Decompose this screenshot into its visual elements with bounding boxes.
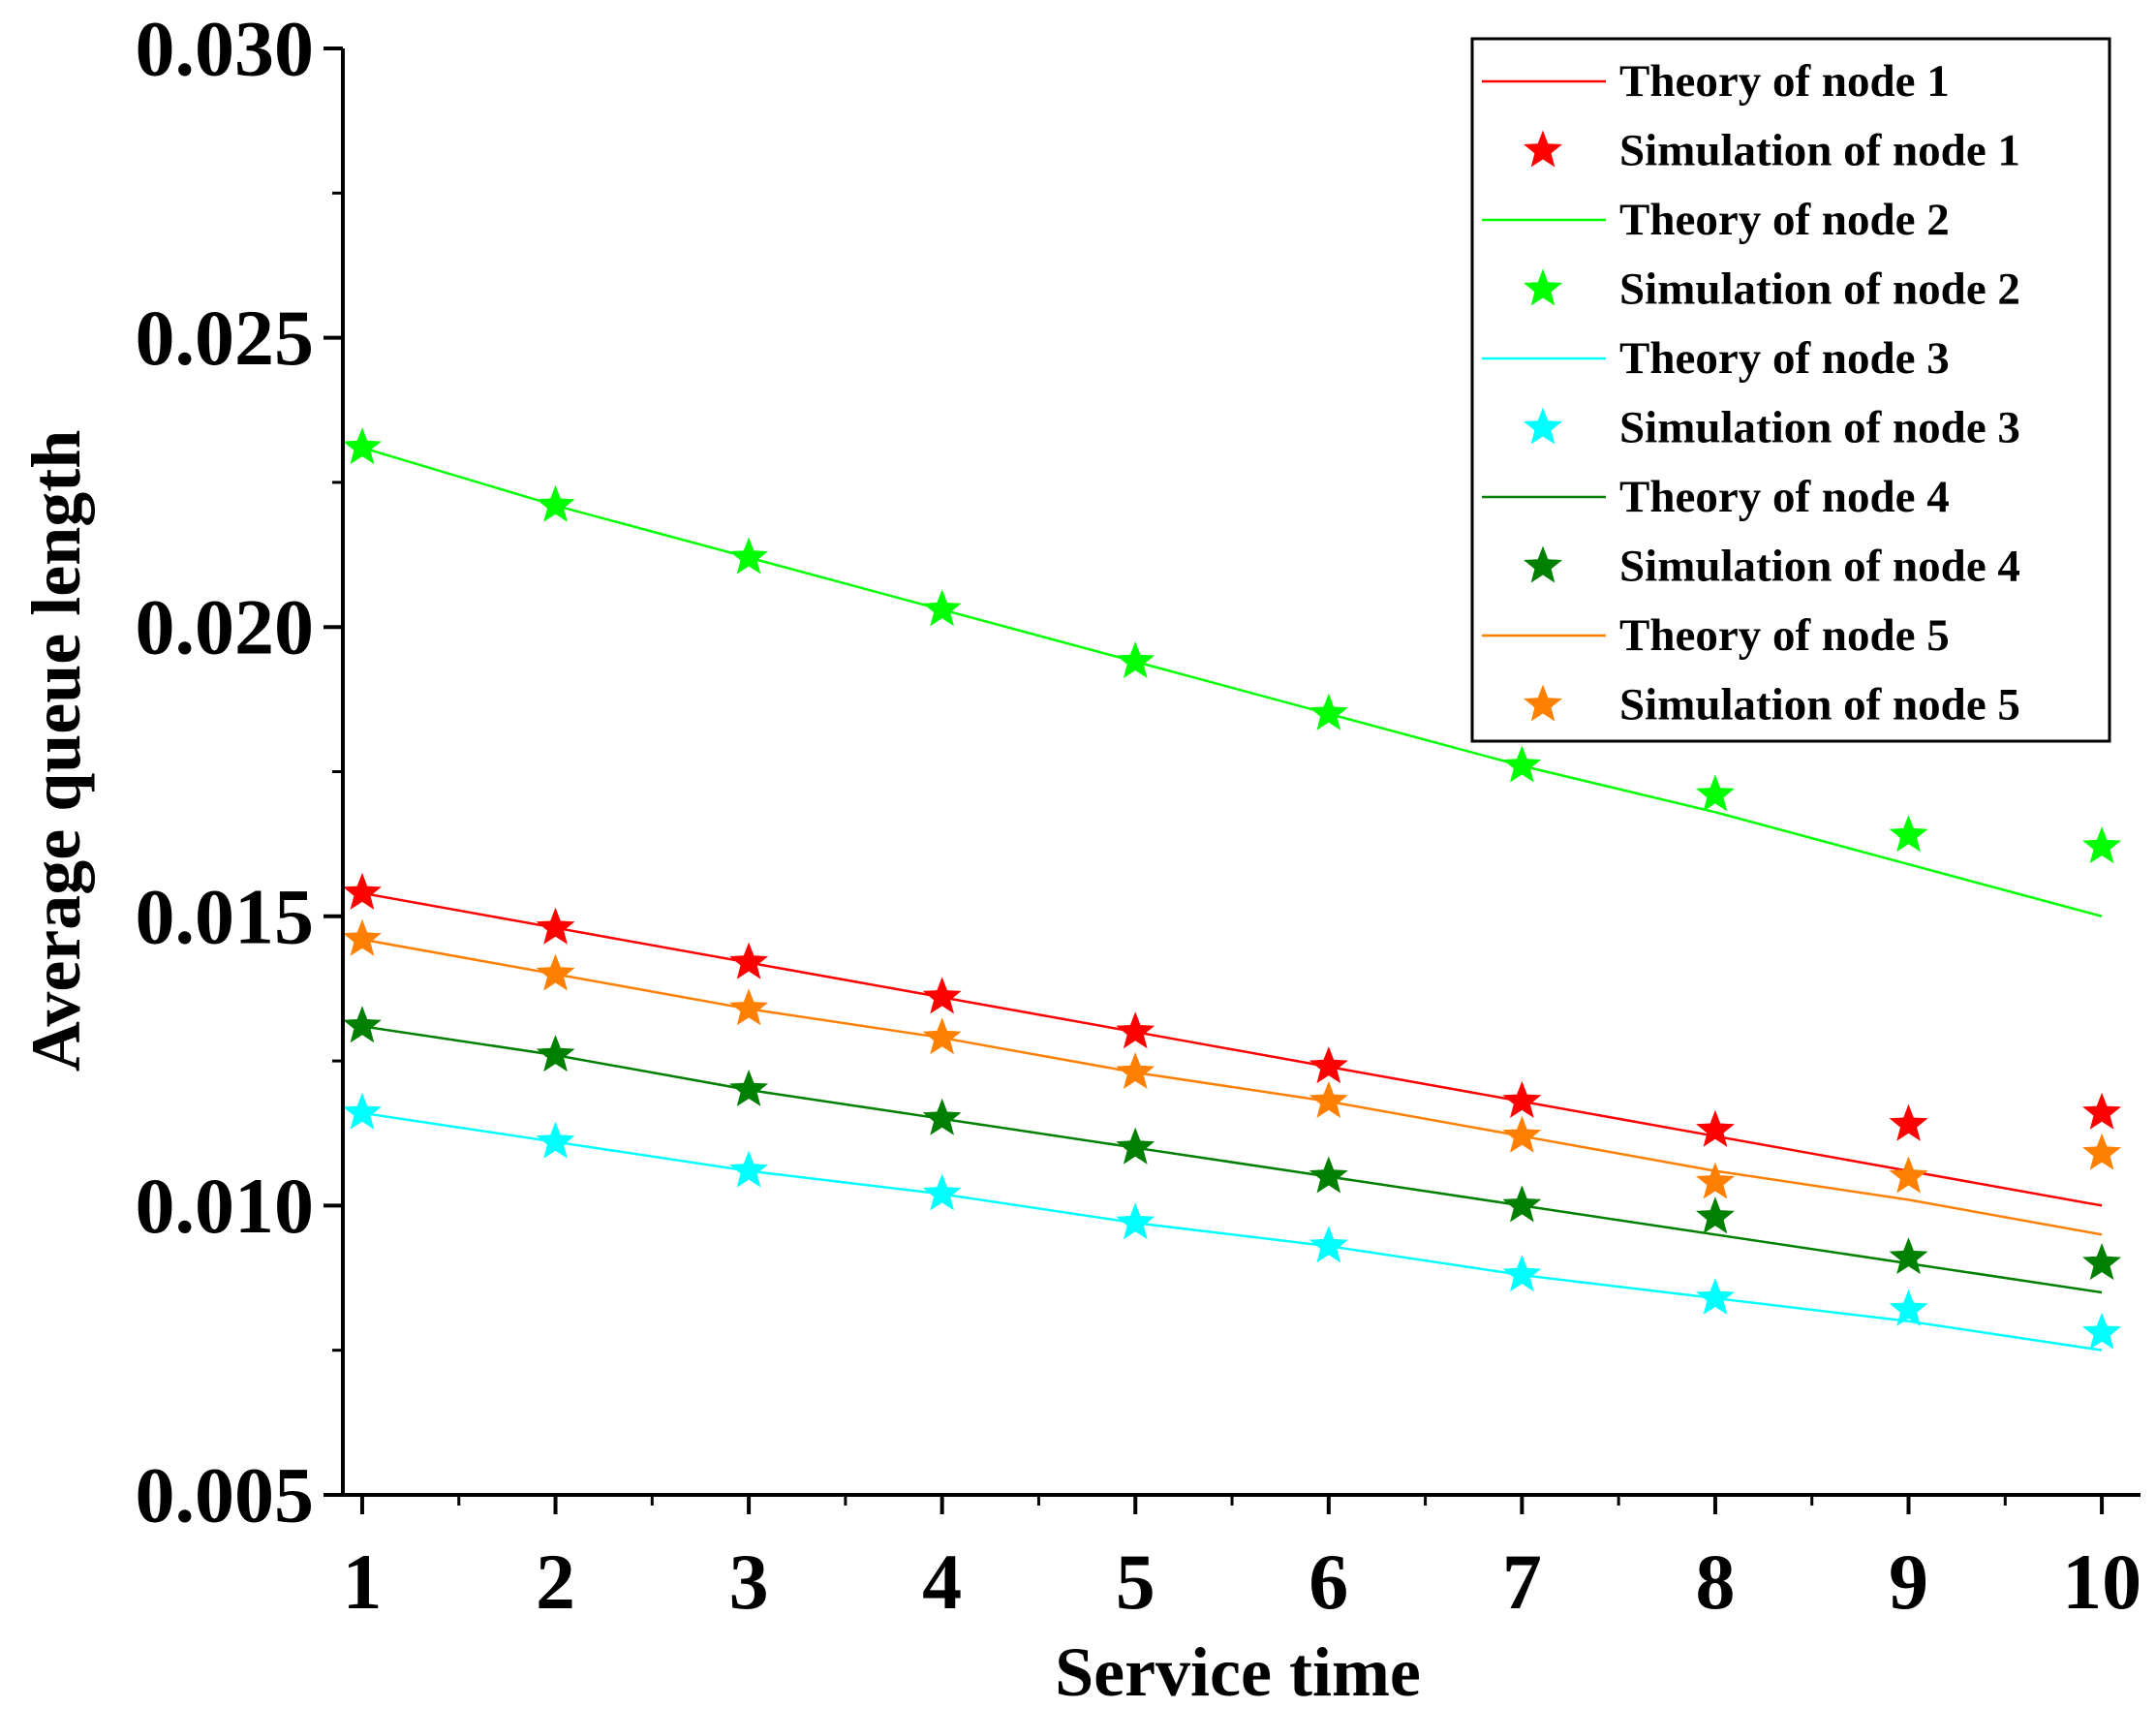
legend-label: Simulation of node 5 xyxy=(1619,680,2020,730)
series-point-10 xyxy=(1309,1080,1348,1118)
series-line-1 xyxy=(361,891,2103,1207)
series-line-9 xyxy=(361,938,2103,1236)
series-point-6 xyxy=(729,1150,769,1188)
series-point-10 xyxy=(922,1017,962,1055)
series-line-7 xyxy=(361,1025,2103,1294)
legend-label: Theory of node 3 xyxy=(1619,333,1950,384)
series-point-4 xyxy=(922,589,962,627)
y-axis: 0.005 0.010 0.015 0.020 0.025 0.030 xyxy=(136,5,345,1539)
legend-label: Theory of node 5 xyxy=(1619,610,1950,661)
series-point-2 xyxy=(1502,1080,1542,1118)
series-point-8 xyxy=(2082,1243,2122,1281)
series-point-6 xyxy=(922,1173,962,1211)
series-point-4 xyxy=(1116,641,1155,678)
legend-star-swatch xyxy=(1524,268,1562,306)
series-point-2 xyxy=(1889,1103,1928,1141)
series-line-3 xyxy=(361,446,2103,918)
y-tick-label: 0.010 xyxy=(136,1162,315,1250)
series-point-2 xyxy=(1309,1046,1348,1084)
series-point-6 xyxy=(536,1121,575,1159)
series-point-4 xyxy=(729,537,769,575)
series-point-6 xyxy=(1889,1289,1928,1326)
x-tick-label: 6 xyxy=(1309,1538,1348,1626)
series-point-2 xyxy=(536,907,575,945)
series-point-2 xyxy=(343,872,382,910)
legend-label: Simulation of node 2 xyxy=(1619,264,2020,315)
series-point-6 xyxy=(2082,1312,2122,1350)
series-point-2 xyxy=(922,977,962,1014)
series-point-2 xyxy=(1116,1011,1155,1049)
series-point-10 xyxy=(2082,1133,2122,1170)
y-tick-label: 0.015 xyxy=(136,872,315,960)
series-point-4 xyxy=(1502,745,1542,783)
x-axis: 1 2 3 4 5 6 7 8 9 10 xyxy=(342,1493,2141,1626)
series-point-4 xyxy=(1696,774,1735,812)
legend-label: Simulation of node 3 xyxy=(1619,403,2020,453)
x-tick-label: 4 xyxy=(922,1538,962,1626)
legend: Theory of node 1 Simulation of node 1 Theo… xyxy=(1470,37,2111,743)
x-tick-label: 3 xyxy=(729,1538,769,1626)
series-point-8 xyxy=(1309,1156,1348,1194)
series-point-2 xyxy=(729,942,769,979)
series-point-2 xyxy=(1696,1109,1735,1147)
series-point-8 xyxy=(1116,1127,1155,1165)
x-tick-label: 2 xyxy=(536,1538,575,1626)
legend-label: Theory of node 1 xyxy=(1619,56,1950,107)
x-tick-label: 8 xyxy=(1695,1538,1735,1626)
legend-label: Theory of node 2 xyxy=(1619,195,1950,245)
legend-label: Simulation of node 1 xyxy=(1619,126,2020,176)
legend-star-swatch xyxy=(1524,407,1562,445)
series-point-10 xyxy=(343,918,382,956)
y-tick-label: 0.005 xyxy=(136,1451,315,1539)
legend-star-swatch xyxy=(1524,545,1562,583)
x-tick-label: 5 xyxy=(1116,1538,1155,1626)
x-tick-label: 10 xyxy=(2062,1538,2141,1626)
series-line-5 xyxy=(361,1111,2103,1352)
legend-star-swatch xyxy=(1524,130,1562,168)
series-point-4 xyxy=(1309,693,1348,730)
x-tick-label: 9 xyxy=(1889,1538,1928,1626)
series-point-10 xyxy=(536,953,575,991)
series-point-10 xyxy=(1696,1162,1735,1199)
x-axis-title: Service time xyxy=(1055,1633,1421,1709)
series-point-4 xyxy=(536,484,575,522)
series-point-8 xyxy=(1502,1185,1542,1223)
series-point-8 xyxy=(729,1070,769,1106)
legend-box xyxy=(1470,37,2111,743)
plot-area xyxy=(343,427,2122,1352)
x-tick-label: 7 xyxy=(1502,1538,1542,1626)
series-point-6 xyxy=(343,1092,382,1130)
legend-label: Simulation of node 4 xyxy=(1619,542,2020,592)
series-point-8 xyxy=(343,1006,382,1043)
series-point-10 xyxy=(1116,1052,1155,1089)
series-point-8 xyxy=(922,1098,962,1135)
y-tick-label: 0.025 xyxy=(136,294,315,382)
series-point-10 xyxy=(1502,1115,1542,1153)
series-point-10 xyxy=(1889,1156,1928,1194)
y-tick-label: 0.020 xyxy=(136,583,315,671)
series-point-8 xyxy=(1696,1196,1735,1234)
legend-label: Theory of node 4 xyxy=(1619,472,1950,522)
x-tick-label: 1 xyxy=(342,1538,382,1626)
series-point-6 xyxy=(1309,1226,1348,1263)
y-axis-title: Average queue length xyxy=(17,430,95,1072)
series-point-6 xyxy=(1696,1278,1735,1315)
series-point-4 xyxy=(343,427,382,465)
legend-star-swatch xyxy=(1524,684,1562,722)
series-point-4 xyxy=(1889,815,1928,853)
series-point-6 xyxy=(1502,1255,1542,1292)
series-point-8 xyxy=(536,1035,575,1072)
series-point-10 xyxy=(729,988,769,1026)
series-point-2 xyxy=(2082,1092,2122,1130)
series-point-4 xyxy=(2082,826,2122,864)
y-tick-label: 0.030 xyxy=(136,5,315,93)
series-point-8 xyxy=(1889,1237,1928,1275)
series-point-6 xyxy=(1116,1202,1155,1240)
